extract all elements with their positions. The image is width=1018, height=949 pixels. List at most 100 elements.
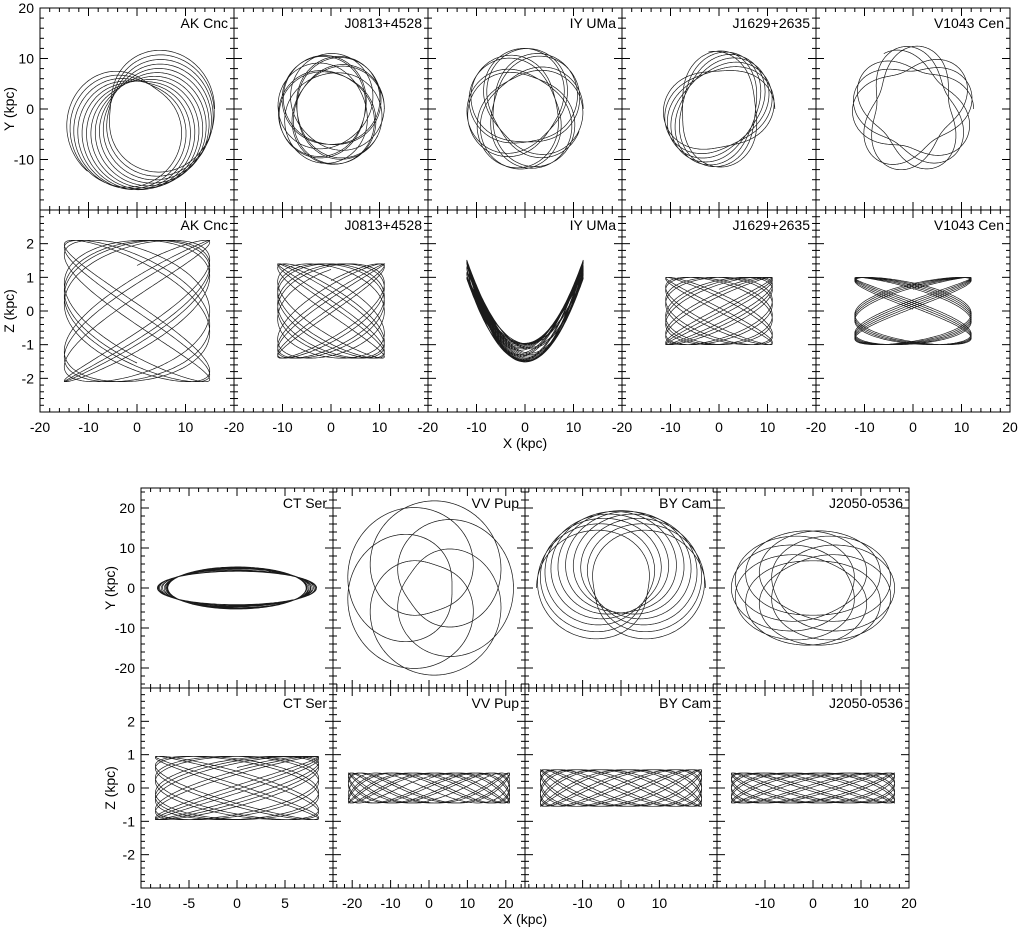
y-tick-label: 0 [26,101,34,117]
x-tick-label: -20 [30,419,50,435]
panel-label: AK Cnc [181,217,228,233]
y-tick-label: -10 [14,152,34,168]
x-tick-label: 10 [178,419,194,435]
panel-frame [233,209,429,413]
y-tick-label: 1 [127,747,135,763]
panel-v1043-cen-z: V1043 Cen -20 -10 0 10 20 [806,209,1018,435]
panel-label: J0813+4528 [345,217,423,233]
panel-label: CT Ser [283,695,327,711]
panel-by-cam-y: BY Cam [524,487,718,689]
x-tick-label: -5 [183,895,196,911]
x-tick-label: 10 [460,895,476,911]
orbit-trace [347,500,514,676]
y-tick-label: -2 [123,847,136,863]
panel-label: J2050-0536 [829,695,903,711]
orbit-trace [66,49,215,191]
x-tick-label: 0 [521,419,529,435]
orbit-trace [540,769,702,807]
orbit-trace [665,276,773,346]
panel-ak-cnc-y: AK Cnc [39,7,235,211]
panel-frame [233,7,429,211]
orbit-trace [466,259,584,363]
y-tick-label: 10 [119,540,135,556]
x-tick-label: -20 [342,895,362,911]
panel-iy-uma-y: IY UMa [427,7,623,211]
y-tick-label: 20 [18,0,34,16]
panel-frame [524,687,718,889]
orbit-trace [157,566,318,610]
panel-label: BY Cam [659,495,711,511]
x-tick-label: -10 [131,895,151,911]
y-tick-label: 10 [18,51,34,67]
x-tick-label: 0 [133,419,141,435]
x-tick-label: 10 [566,419,582,435]
x-tick-label: -10 [854,419,874,435]
panel-frame [815,209,1011,413]
orbit-trace [854,276,972,346]
orbit-trace [277,53,385,165]
panel-j2050-0536-z: J2050-0536 -10 0 10 20 [716,687,917,911]
figure-group-bottom: CT Ser VV Pup BY Cam J2050-0536-20-1001020Y… [102,487,917,927]
panel-frame [524,487,718,689]
y-tick-label: -1 [123,813,136,829]
x-tick-label: 5 [281,895,289,911]
x-axis-label: X (kpc) [503,435,547,451]
x-tick-label: 20 [901,895,917,911]
y-axis-label: Y (kpc) [102,566,118,610]
panel-j0813-4528-z: J0813+4528 -20 -10 0 10 [224,209,429,435]
panel-label: IY UMa [570,217,617,233]
panel-j1629-2635-z: J1629+2635 -20 -10 0 10 [612,209,817,435]
x-tick-label: -10 [572,895,592,911]
panel-label: J2050-0536 [829,495,903,511]
panel-frame [427,209,623,413]
panel-frame [140,687,334,889]
panel-label: BY Cam [659,695,711,711]
panel-label: V1043 Cen [934,15,1004,31]
y-tick-label: 2 [127,713,135,729]
panel-vv-pup-z: VV Pup -20 -10 0 10 20 [332,687,526,911]
orbit-trace [155,755,319,821]
orbit-trace [536,510,706,640]
x-tick-label: 0 [809,895,817,911]
y-tick-label: 20 [119,500,135,516]
y-tick-label: 1 [26,269,34,285]
orbit-trace [348,772,510,804]
panel-label: CT Ser [283,495,327,511]
panel-ak-cnc-z: AK Cnc -20 -10 0 10 [30,209,235,435]
y-tick-label: -1 [22,337,35,353]
panel-j0813-4528-y: J0813+4528 [233,7,429,211]
x-tick-label: 0 [715,419,723,435]
figure-group-top: AK Cnc J0813+4528 IY UMa J1629+2635 V1043 Ce… [1,0,1018,451]
y-axis-label: Z (kpc) [1,289,17,333]
x-tick-label: 10 [652,895,668,911]
y-tick-label: 0 [26,303,34,319]
panel-j2050-0536-y: J2050-0536 [716,487,910,689]
panel-frame [427,7,623,211]
x-tick-label: -10 [78,419,98,435]
orbit-trace [731,772,895,804]
x-tick-label: 0 [233,895,241,911]
panel-vv-pup-y: VV Pup [332,487,526,689]
panel-frame [621,7,817,211]
panel-label: AK Cnc [181,15,228,31]
panel-label: VV Pup [472,495,520,511]
x-tick-label: -20 [612,419,632,435]
x-tick-label: -20 [224,419,244,435]
x-axis-label: X (kpc) [503,911,547,927]
x-tick-label: 20 [498,895,514,911]
panel-label: V1043 Cen [934,217,1004,233]
x-tick-label: -10 [660,419,680,435]
panel-label: J1629+2635 [733,15,811,31]
orbit-trace [63,239,211,383]
panel-frame [815,7,1011,211]
panel-v1043-cen-y: V1043 Cen [815,7,1011,211]
y-tick-label: -2 [22,370,35,386]
x-tick-label: -10 [466,419,486,435]
panel-j1629-2635-y: J1629+2635 [621,7,817,211]
x-tick-label: 0 [425,895,433,911]
x-tick-label: 0 [909,419,917,435]
panel-frame [140,487,334,689]
orbit-trace [277,263,386,359]
panel-by-cam-z: BY Cam -10 0 10 [524,687,718,911]
